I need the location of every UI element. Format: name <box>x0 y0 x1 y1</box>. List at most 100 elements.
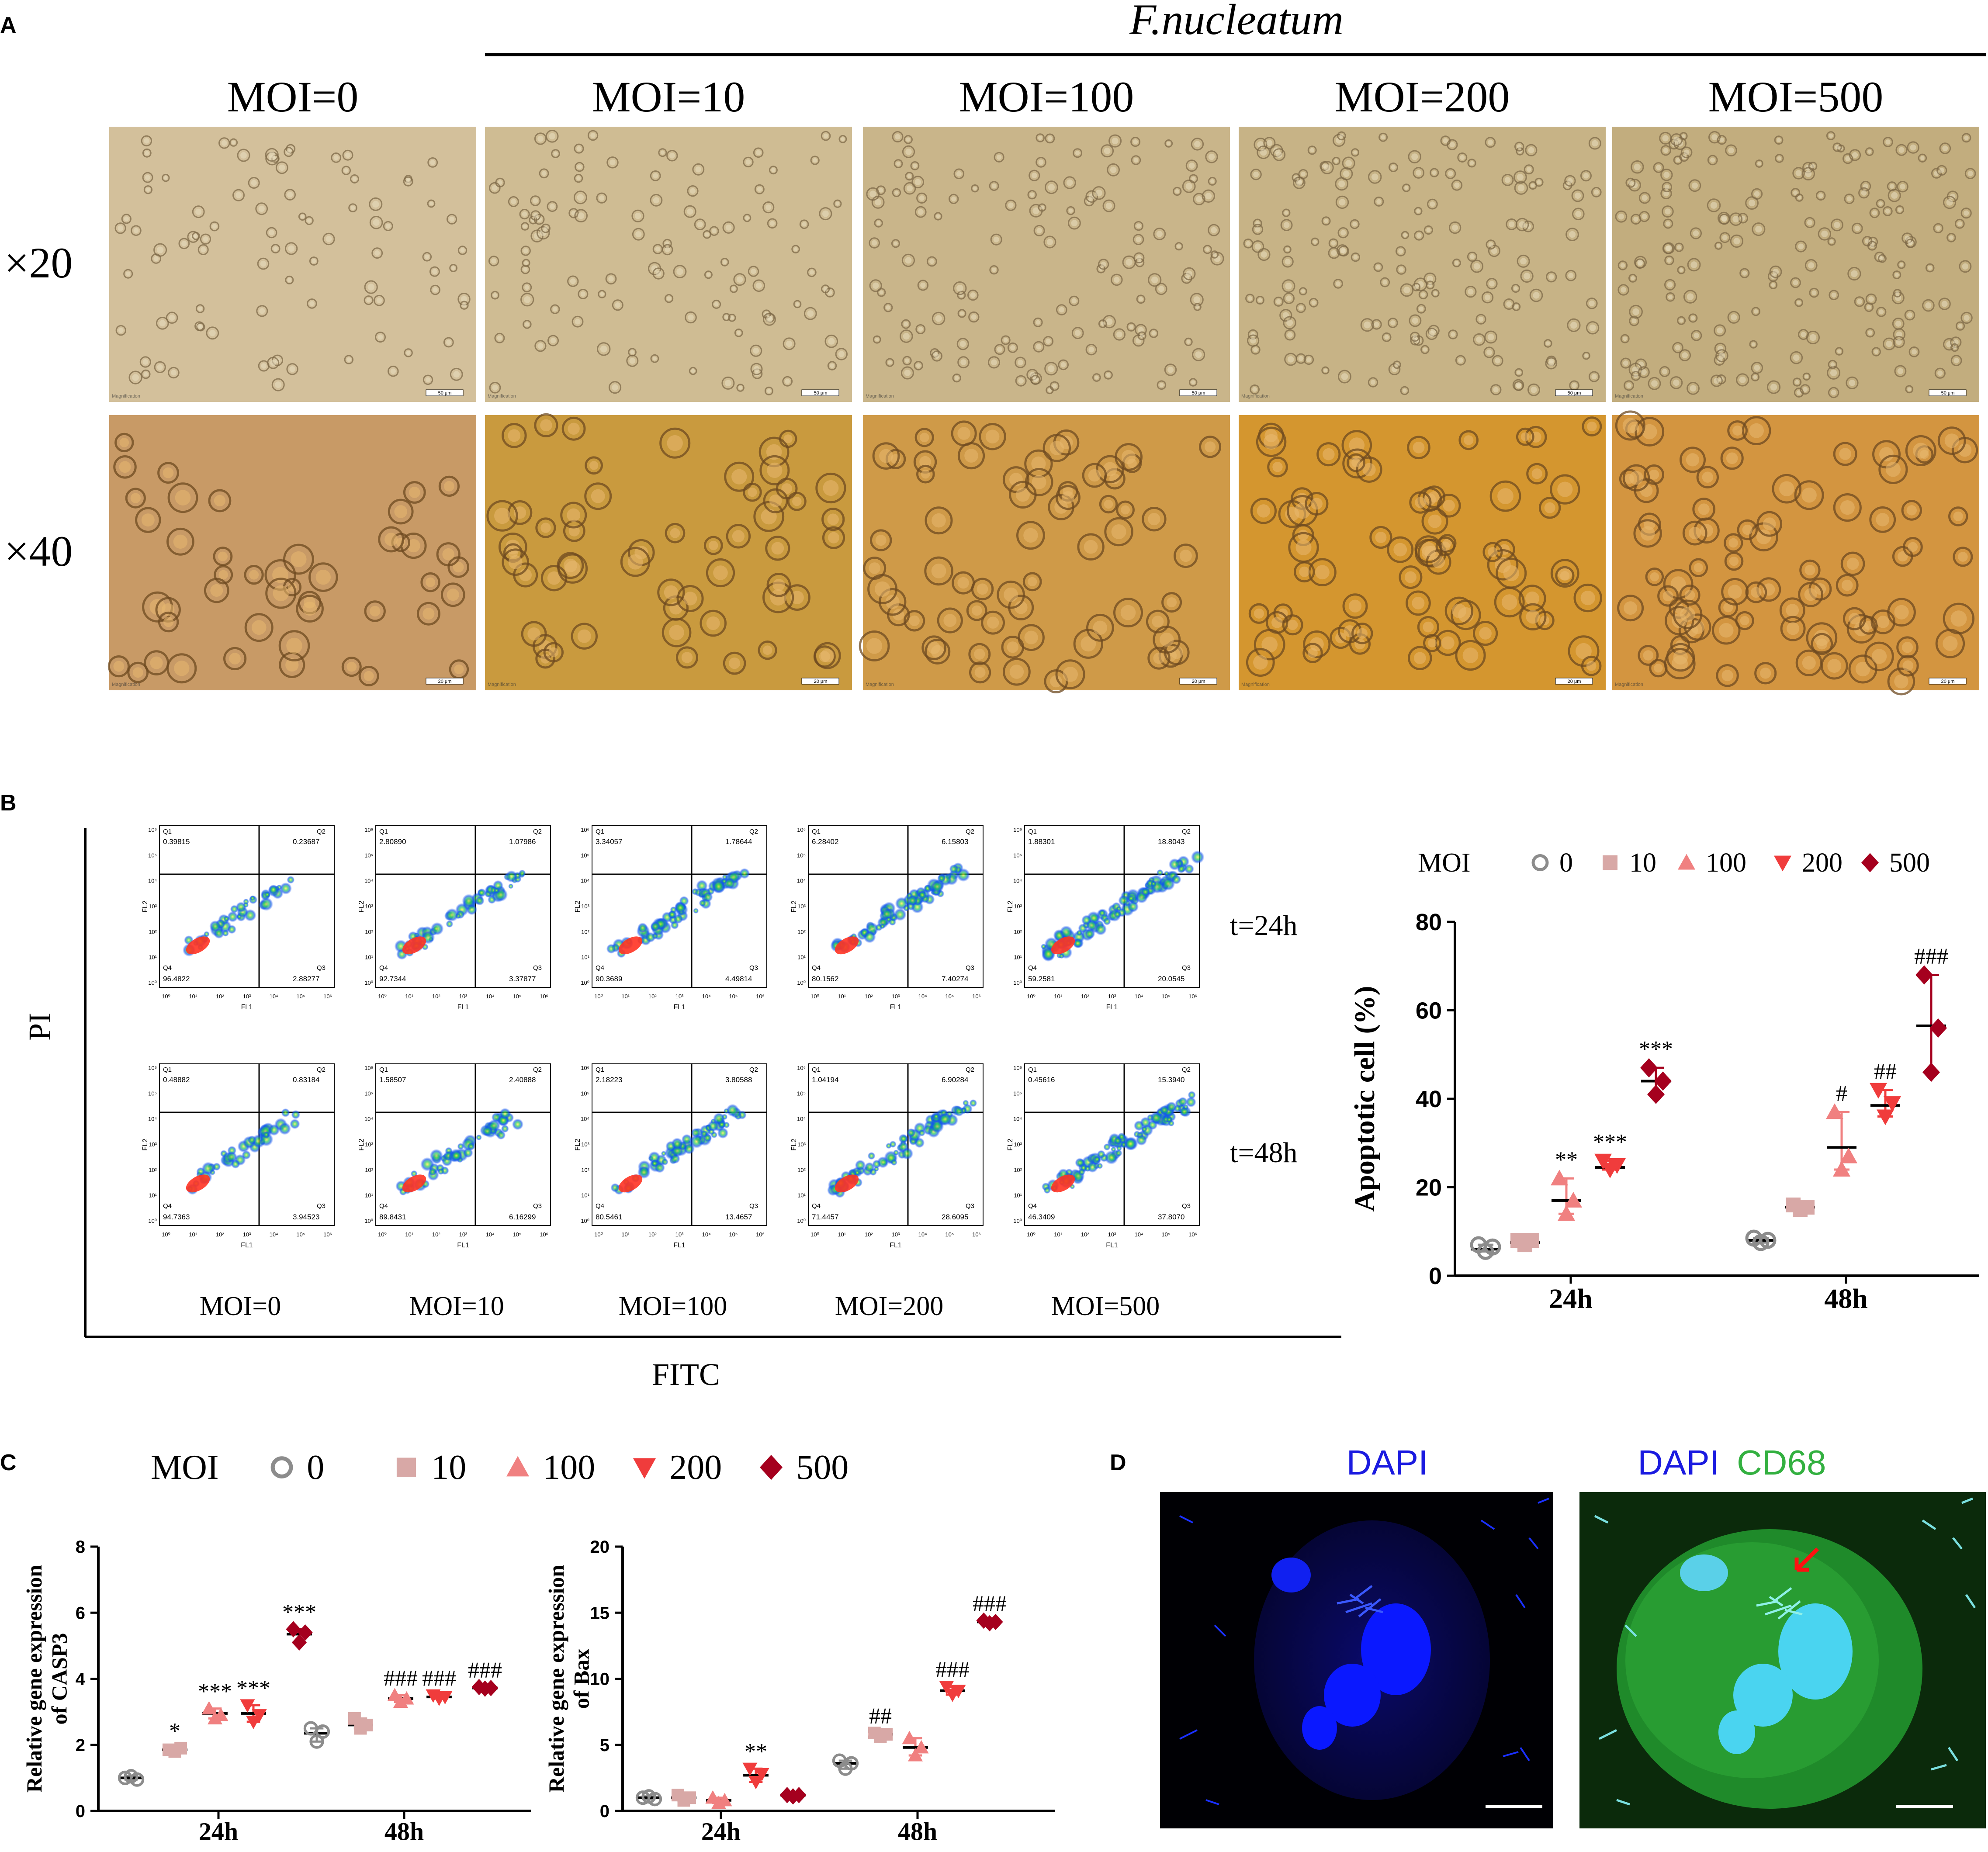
data-point-moi-10 <box>174 1741 187 1755</box>
cell-body <box>1398 249 1403 254</box>
cell-body <box>725 380 731 387</box>
cell-body <box>1194 141 1201 148</box>
cell-body <box>957 427 970 440</box>
cell-body <box>288 245 294 252</box>
cell-body <box>1038 135 1042 140</box>
cell-body <box>1191 177 1196 181</box>
y-tick-label: 6 <box>76 1603 85 1623</box>
flow-x-tick: 10⁶ <box>1188 993 1197 1000</box>
cell-outline <box>1174 242 1183 251</box>
cell-body <box>732 530 745 543</box>
cell-outline <box>1903 537 1923 557</box>
cell-outline <box>779 429 797 448</box>
cell-body <box>1345 160 1352 166</box>
cell-body <box>771 542 784 555</box>
cell-outline <box>1769 265 1782 278</box>
moi-label-2: MOI=100 <box>959 73 1134 121</box>
flow-y-tick: 10⁴ <box>364 878 373 884</box>
flow-x-axis-name: Fl 1 <box>457 1004 469 1011</box>
cell-outline <box>1798 329 1809 340</box>
cell-body <box>1170 646 1184 659</box>
cell-body <box>1060 362 1066 367</box>
cell-body <box>1050 675 1062 688</box>
data-point-moi-200 <box>246 1716 261 1729</box>
cell-body <box>385 224 391 228</box>
cell-body <box>1754 365 1760 371</box>
flow-event-cluster <box>278 1122 291 1135</box>
cell-outline <box>1904 309 1915 321</box>
flow-y-tick: 10¹ <box>365 1192 373 1199</box>
cell-body <box>1449 142 1455 148</box>
cell-body <box>1662 591 1673 602</box>
cell-outline <box>1250 345 1261 355</box>
cell-outline <box>1752 222 1766 236</box>
cell-outline <box>1895 205 1905 215</box>
flow-event-cluster <box>430 922 444 935</box>
flow-y-tick: 10¹ <box>149 1192 157 1199</box>
cell-body <box>1546 341 1550 346</box>
flow-event-cluster <box>893 1149 899 1156</box>
cell-outline <box>178 238 190 249</box>
cell-body <box>875 581 890 597</box>
cell-body <box>589 461 599 470</box>
cell-body <box>364 671 374 681</box>
cell-outline <box>1036 157 1046 168</box>
flow-moi-labels: MOI=0 MOI=10 MOI=100 MOI=200 MOI=500 <box>200 1291 1160 1321</box>
scale-bar-label: 50 μm <box>1941 391 1955 396</box>
cell-body <box>1804 564 1815 575</box>
cell-body <box>1902 660 1914 671</box>
cell-outline <box>1486 278 1498 290</box>
cell-body <box>164 176 168 180</box>
data-point-moi-200 <box>748 1776 763 1790</box>
cell-body <box>1757 162 1761 166</box>
cell-body <box>725 224 732 231</box>
cell-outline <box>115 325 126 336</box>
cell-body <box>1167 597 1177 608</box>
cell-body <box>905 358 909 363</box>
cell-outline <box>597 342 611 356</box>
cell-body <box>1343 170 1350 177</box>
data-point-moi-0 <box>1759 1232 1777 1249</box>
cell-outline <box>1633 519 1662 548</box>
cell-outline <box>1408 646 1432 670</box>
cell-outline <box>162 173 170 182</box>
cell-outline <box>374 294 385 306</box>
cell-outline <box>694 218 706 230</box>
cell-outline <box>1893 336 1905 348</box>
cell-body <box>1046 239 1053 246</box>
cell-body <box>541 171 547 176</box>
cell-outline <box>520 246 531 256</box>
cell-outline <box>1883 337 1896 350</box>
cell-body <box>201 247 206 253</box>
cell-body <box>1642 195 1648 201</box>
cell-body <box>1949 235 1953 240</box>
cell-outline <box>1679 349 1691 361</box>
cell-body <box>1690 385 1697 392</box>
cell-outline <box>1901 232 1913 244</box>
flow-event-cluster <box>880 924 885 929</box>
cell-body <box>1129 325 1134 329</box>
cell-body <box>1468 289 1474 295</box>
cell-body <box>1084 540 1098 554</box>
cell-body <box>1253 655 1268 670</box>
significance-mark: ## <box>869 1703 892 1728</box>
cell-body <box>1093 620 1108 635</box>
cell-outline <box>1729 212 1743 226</box>
flow-event-cluster <box>1115 1149 1122 1157</box>
cell-body <box>905 257 912 264</box>
cell-body <box>1341 373 1348 380</box>
cell-body <box>714 302 719 307</box>
cell-outline <box>957 309 966 318</box>
cell-body <box>198 306 202 311</box>
flow-event-cluster <box>249 895 256 901</box>
data-point-moi-500 <box>1654 1071 1672 1091</box>
flow-event-cluster <box>264 891 271 898</box>
cell-outline <box>807 267 817 277</box>
cell-outline <box>255 202 268 215</box>
flow-y-tick: 10⁵ <box>581 852 589 858</box>
flow-y-tick: 10⁶ <box>1013 1065 1022 1071</box>
cell-body <box>523 296 531 303</box>
cell-body <box>1336 281 1341 286</box>
flow-event-cluster <box>907 895 918 906</box>
flow-y-tick: 10⁶ <box>148 1065 157 1071</box>
